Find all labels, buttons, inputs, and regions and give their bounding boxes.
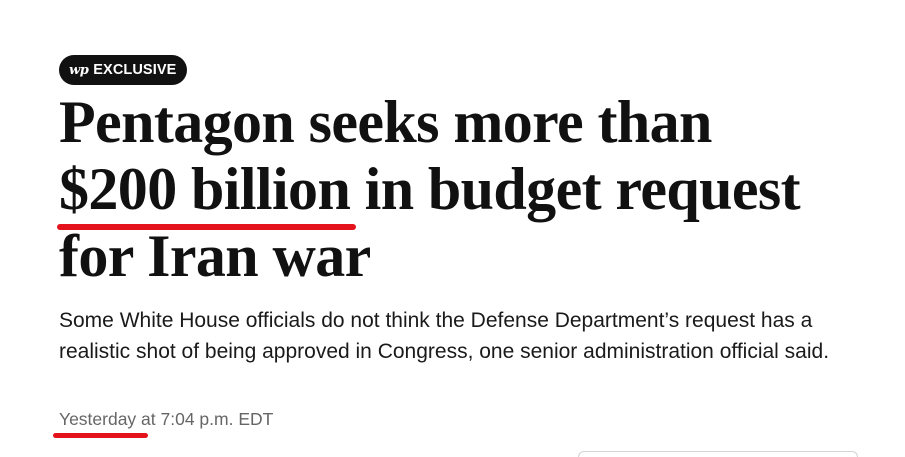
headline-line-1: Pentagon seeks more than — [59, 89, 712, 155]
headline-highlight-text: $200 billion — [59, 156, 351, 222]
red-underline-annotation — [57, 224, 357, 230]
exclusive-badge[interactable]: wp EXCLUSIVE — [59, 55, 188, 85]
timestamp: Yesterday at 7:04 p.m. EDT — [53, 406, 274, 438]
headline-line-3: for Iran war — [59, 223, 371, 289]
headline-link[interactable]: Pentagon seeks more than $200 billion in… — [57, 89, 899, 290]
timestamp-day: Yesterday — [59, 409, 137, 429]
red-underline-annotation-timestamp — [53, 433, 149, 438]
headline-line-2-rest: in budget request — [350, 156, 801, 222]
timestamp-time: at 7:04 p.m. EDT — [136, 409, 274, 429]
timestamp-day-wrap: Yesterday — [53, 406, 149, 438]
exclusive-label: EXCLUSIVE — [93, 61, 177, 78]
article-dek: Some White House officials do not think … — [59, 309, 830, 363]
washington-post-logo-icon: wp — [69, 62, 89, 78]
next-card-edge — [578, 451, 858, 457]
headline-line-2: $200 billion in budget request — [57, 156, 899, 230]
headline-highlight: $200 billion — [57, 156, 357, 230]
